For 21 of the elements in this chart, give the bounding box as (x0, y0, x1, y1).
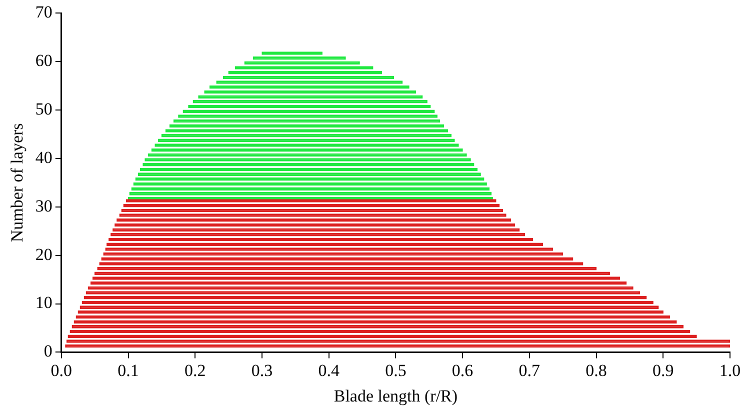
x-tick-label: 0.4 (318, 360, 340, 380)
y-tick-label: 40 (35, 148, 52, 167)
x-tick-label: 0.8 (586, 360, 607, 380)
x-tick-label: 0.3 (251, 360, 273, 380)
x-axis-title: Blade length (r/R) (334, 386, 458, 406)
y-tick-label: 20 (35, 244, 52, 264)
y-tick-label: 0 (44, 342, 52, 361)
x-tick-label: 0.7 (518, 360, 541, 380)
y-tick-label: 30 (35, 196, 52, 216)
x-tick-label: 0.0 (50, 360, 72, 380)
x-tick-label: 0.5 (385, 360, 406, 380)
y-tick-label: 50 (35, 100, 52, 119)
y-tick-label: 70 (35, 2, 52, 22)
x-tick-label: 0.9 (652, 360, 674, 380)
x-tick-label: 0.2 (184, 360, 206, 380)
x-tick-label: 1.0 (719, 360, 741, 380)
x-tick-label: 0.6 (452, 360, 474, 380)
y-axis-title: Number of layers (8, 123, 27, 242)
x-tick-label: 0.1 (118, 360, 139, 380)
y-tick-label: 10 (35, 293, 52, 312)
y-tick-label: 60 (35, 51, 52, 70)
